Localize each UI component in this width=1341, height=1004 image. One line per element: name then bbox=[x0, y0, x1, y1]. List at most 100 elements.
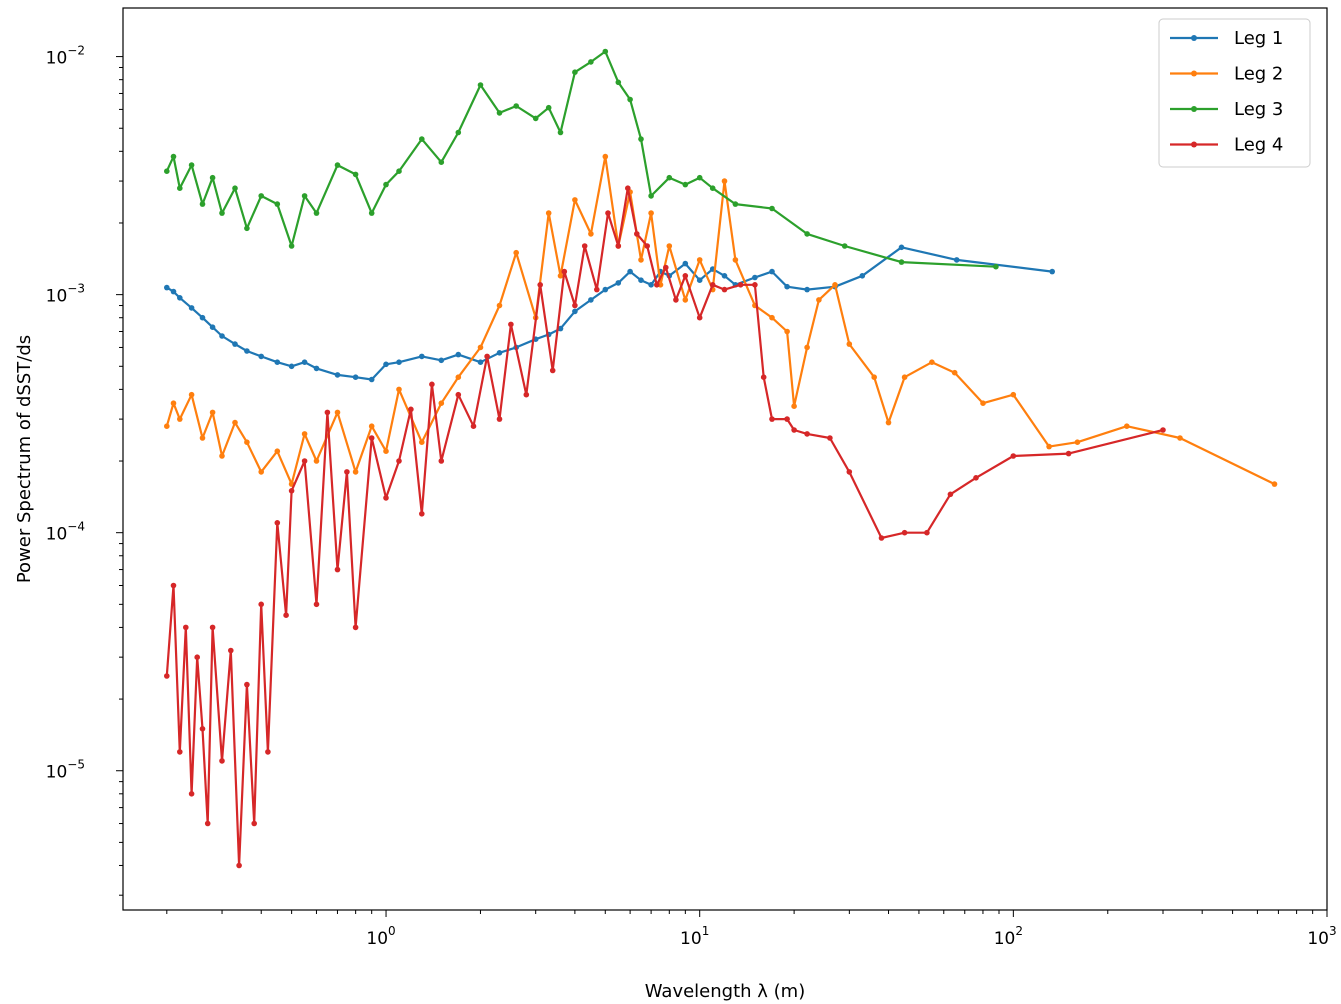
data-point bbox=[188, 391, 195, 398]
data-point bbox=[644, 243, 650, 249]
data-point bbox=[696, 314, 703, 321]
data-point bbox=[572, 308, 578, 315]
data-point bbox=[477, 359, 484, 366]
data-point bbox=[804, 431, 810, 437]
data-point bbox=[301, 193, 308, 199]
data-point bbox=[283, 612, 289, 618]
data-point bbox=[924, 529, 930, 536]
data-point bbox=[594, 286, 600, 293]
data-point bbox=[732, 201, 739, 207]
data-point bbox=[396, 458, 402, 464]
data-point bbox=[419, 353, 425, 360]
data-point bbox=[368, 376, 375, 383]
data-point bbox=[545, 210, 552, 216]
data-point bbox=[901, 529, 908, 536]
data-point bbox=[682, 297, 689, 303]
data-point bbox=[219, 758, 225, 764]
data-point bbox=[477, 82, 484, 88]
data-point bbox=[258, 193, 265, 199]
data-point bbox=[1160, 427, 1166, 433]
data-point bbox=[258, 469, 265, 475]
legend-label: Leg 4 bbox=[1234, 135, 1283, 156]
data-point bbox=[721, 286, 728, 293]
y-tick-label: 10−4 bbox=[46, 520, 85, 545]
data-point bbox=[209, 409, 216, 416]
data-point bbox=[696, 277, 703, 284]
data-point bbox=[973, 475, 979, 481]
data-point bbox=[1271, 481, 1278, 487]
data-point bbox=[334, 372, 341, 378]
data-point bbox=[557, 273, 564, 279]
data-point bbox=[455, 391, 462, 398]
legend-label: Leg 1 bbox=[1234, 28, 1283, 49]
data-point bbox=[871, 374, 877, 381]
data-point bbox=[901, 374, 908, 381]
data-point bbox=[244, 348, 250, 354]
data-point bbox=[383, 181, 389, 188]
data-point bbox=[846, 469, 853, 475]
data-point bbox=[627, 96, 633, 103]
data-point bbox=[313, 365, 320, 372]
data-point bbox=[313, 601, 320, 608]
y-axis-label: Power Spectrum of dSST/ds bbox=[14, 335, 35, 583]
y-tick-label: 10−5 bbox=[46, 758, 85, 783]
data-point bbox=[654, 282, 660, 288]
data-point bbox=[236, 862, 242, 869]
data-point bbox=[784, 416, 790, 422]
series-leg-4 bbox=[164, 185, 1166, 869]
data-point bbox=[170, 153, 177, 160]
data-point bbox=[164, 423, 170, 430]
data-point bbox=[477, 344, 484, 351]
data-point bbox=[602, 153, 609, 160]
data-point bbox=[572, 302, 578, 309]
data-point bbox=[1177, 435, 1183, 441]
data-point bbox=[219, 453, 225, 459]
data-point bbox=[313, 458, 320, 464]
data-point bbox=[258, 353, 265, 360]
data-point bbox=[313, 210, 320, 216]
data-point bbox=[682, 260, 689, 267]
data-point bbox=[721, 273, 728, 279]
legend-swatch-marker bbox=[1191, 35, 1197, 41]
data-point bbox=[177, 749, 183, 755]
data-point bbox=[615, 79, 622, 86]
data-point bbox=[648, 193, 654, 199]
data-point bbox=[648, 282, 654, 288]
data-point bbox=[557, 325, 564, 332]
data-point bbox=[199, 201, 206, 207]
data-point bbox=[769, 268, 775, 275]
data-point bbox=[438, 159, 445, 165]
data-point bbox=[438, 400, 445, 407]
data-point bbox=[496, 110, 503, 116]
data-point bbox=[760, 374, 767, 381]
data-point bbox=[183, 624, 189, 631]
data-point bbox=[673, 297, 679, 303]
data-point bbox=[334, 162, 341, 168]
series-leg-2 bbox=[164, 153, 1278, 487]
data-point bbox=[638, 277, 644, 284]
legend-item-leg-1: Leg 1 bbox=[1170, 28, 1283, 49]
data-point bbox=[177, 295, 183, 301]
data-point bbox=[947, 491, 954, 498]
data-point bbox=[288, 488, 295, 494]
data-point bbox=[199, 435, 206, 441]
data-point bbox=[228, 647, 234, 654]
data-point bbox=[1010, 391, 1017, 398]
data-point bbox=[537, 282, 543, 288]
x-axis-label: Wavelength λ (m) bbox=[645, 981, 805, 1002]
data-point bbox=[396, 168, 402, 174]
data-point bbox=[804, 286, 810, 293]
data-point bbox=[572, 197, 578, 203]
data-point bbox=[232, 185, 238, 191]
data-point bbox=[301, 458, 308, 464]
data-point bbox=[324, 409, 331, 416]
data-point bbox=[265, 749, 271, 755]
data-point bbox=[878, 535, 885, 541]
data-point bbox=[929, 359, 935, 366]
data-point bbox=[209, 174, 216, 181]
data-point bbox=[737, 282, 744, 288]
data-point bbox=[953, 257, 960, 263]
legend-label: Leg 2 bbox=[1234, 64, 1283, 85]
data-point bbox=[784, 283, 790, 290]
